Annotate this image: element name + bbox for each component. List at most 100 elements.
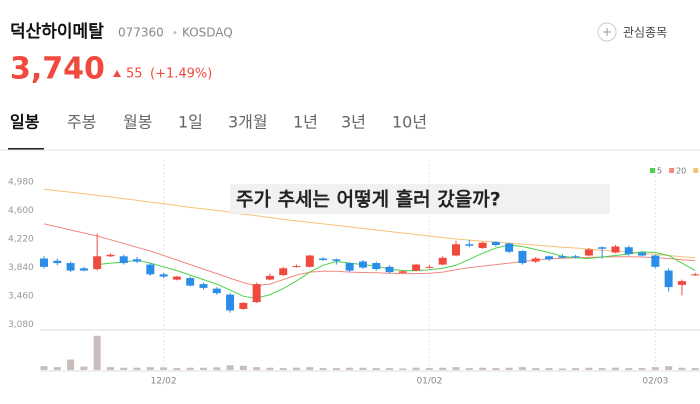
candle-body bbox=[79, 268, 88, 271]
candle-body bbox=[638, 252, 647, 256]
volume-bar bbox=[346, 367, 354, 370]
volume-bar bbox=[465, 368, 473, 370]
volume-bar bbox=[572, 368, 580, 370]
legend-label: 20 bbox=[676, 167, 686, 176]
volume-bar bbox=[412, 367, 420, 370]
candle-body bbox=[545, 256, 554, 260]
x-tick-label: 02/03 bbox=[642, 377, 668, 387]
candle-body bbox=[584, 249, 593, 256]
volume-bar bbox=[452, 367, 460, 370]
candle-body bbox=[186, 278, 195, 286]
volume-bar bbox=[67, 359, 75, 370]
plus-icon bbox=[597, 22, 617, 42]
legend-swatch bbox=[669, 168, 675, 173]
legend-label: 5 bbox=[657, 167, 662, 176]
candle-body bbox=[451, 244, 460, 256]
volume-bar bbox=[120, 367, 128, 370]
tab[interactable]: 1년 bbox=[293, 113, 318, 132]
legend: 52060 bbox=[650, 167, 699, 176]
watch-button[interactable]: 관심종목 bbox=[597, 22, 667, 42]
volume-bar bbox=[518, 367, 526, 370]
candle-body bbox=[146, 264, 155, 275]
volume-bar bbox=[479, 367, 487, 370]
volume-bar bbox=[598, 368, 606, 370]
candle-body bbox=[93, 256, 102, 270]
y-tick-label: 4,600 bbox=[8, 206, 34, 216]
tab[interactable]: 일봉 bbox=[10, 113, 40, 132]
volume-bar bbox=[186, 367, 194, 370]
tab[interactable]: 10년 bbox=[392, 113, 427, 132]
candle-body bbox=[598, 247, 607, 249]
tab-bar: 일봉 주봉 월봉 1일 3개월 1년 3년 10년 bbox=[8, 113, 427, 150]
tab[interactable]: 1일 bbox=[178, 113, 203, 132]
candle-body bbox=[571, 256, 580, 258]
y-tick-label: 4,980 bbox=[8, 177, 34, 187]
volume-bar bbox=[199, 367, 207, 370]
ma-line bbox=[43, 188, 696, 259]
volume-bar bbox=[625, 368, 633, 370]
volume-bar bbox=[226, 365, 234, 370]
candle-body bbox=[465, 244, 474, 246]
candle-body bbox=[611, 246, 620, 253]
volume-bar bbox=[399, 368, 407, 370]
candle-body bbox=[332, 259, 341, 261]
tab-underline bbox=[8, 148, 44, 150]
volume-bar bbox=[133, 367, 141, 370]
volume-bar bbox=[585, 367, 593, 370]
tab[interactable]: 주봉 bbox=[67, 113, 96, 132]
candle-body bbox=[53, 260, 62, 264]
candle-body bbox=[133, 259, 142, 262]
volume-bar bbox=[266, 367, 274, 370]
ma-line bbox=[97, 244, 696, 299]
candle-body bbox=[624, 247, 633, 255]
volume-bar bbox=[253, 367, 261, 370]
candle-body bbox=[66, 263, 75, 271]
volume-bar bbox=[678, 367, 686, 370]
volume-bar bbox=[53, 367, 61, 370]
volume-bar bbox=[306, 367, 314, 370]
plot: 4,980 4,600 4,220 3,840 3,460 3,080 12/02 01/02… bbox=[8, 160, 700, 387]
separator: • bbox=[172, 28, 178, 39]
candle-body bbox=[491, 241, 500, 245]
up-arrow bbox=[113, 70, 121, 77]
volume-bar bbox=[93, 335, 101, 370]
price: 3,740 bbox=[10, 52, 105, 87]
tab[interactable]: 3개월 bbox=[228, 113, 268, 132]
candle-body bbox=[677, 281, 686, 285]
change: 55 bbox=[126, 67, 143, 82]
volume-bar bbox=[173, 368, 181, 370]
candle-body bbox=[518, 251, 527, 264]
change-pct: (+1.49%) bbox=[150, 67, 212, 82]
volume-bar bbox=[558, 368, 566, 370]
volume-bar bbox=[160, 367, 168, 370]
y-tick-label: 3,840 bbox=[8, 263, 34, 273]
candle-body bbox=[478, 242, 487, 249]
ma-line bbox=[43, 223, 696, 287]
plus-sign bbox=[603, 28, 611, 36]
tab[interactable]: 월봉 bbox=[123, 113, 152, 132]
y-tick-label: 4,220 bbox=[8, 234, 34, 244]
candle-body bbox=[412, 264, 421, 271]
volume-bar bbox=[106, 367, 114, 370]
volume-bar bbox=[386, 368, 394, 370]
candle-body bbox=[40, 258, 48, 267]
volume-bar bbox=[293, 367, 301, 370]
stock-code: 077360 bbox=[118, 26, 164, 40]
volume-bar bbox=[359, 367, 367, 370]
volume-bar bbox=[638, 368, 646, 370]
candle-body bbox=[372, 263, 381, 270]
candle-body bbox=[226, 294, 235, 311]
volume-bar bbox=[332, 368, 340, 370]
candle-body bbox=[212, 288, 221, 294]
candle-body bbox=[385, 266, 394, 273]
volume-bar bbox=[372, 368, 380, 370]
candle-body bbox=[425, 266, 434, 268]
volume-bar bbox=[545, 368, 553, 370]
volume-bar bbox=[651, 367, 659, 370]
candle-body bbox=[358, 261, 367, 268]
y-tick-label: 3,460 bbox=[8, 292, 34, 302]
volume-bar bbox=[239, 365, 247, 370]
candle-body bbox=[664, 270, 673, 288]
tab[interactable]: 3년 bbox=[341, 113, 366, 132]
